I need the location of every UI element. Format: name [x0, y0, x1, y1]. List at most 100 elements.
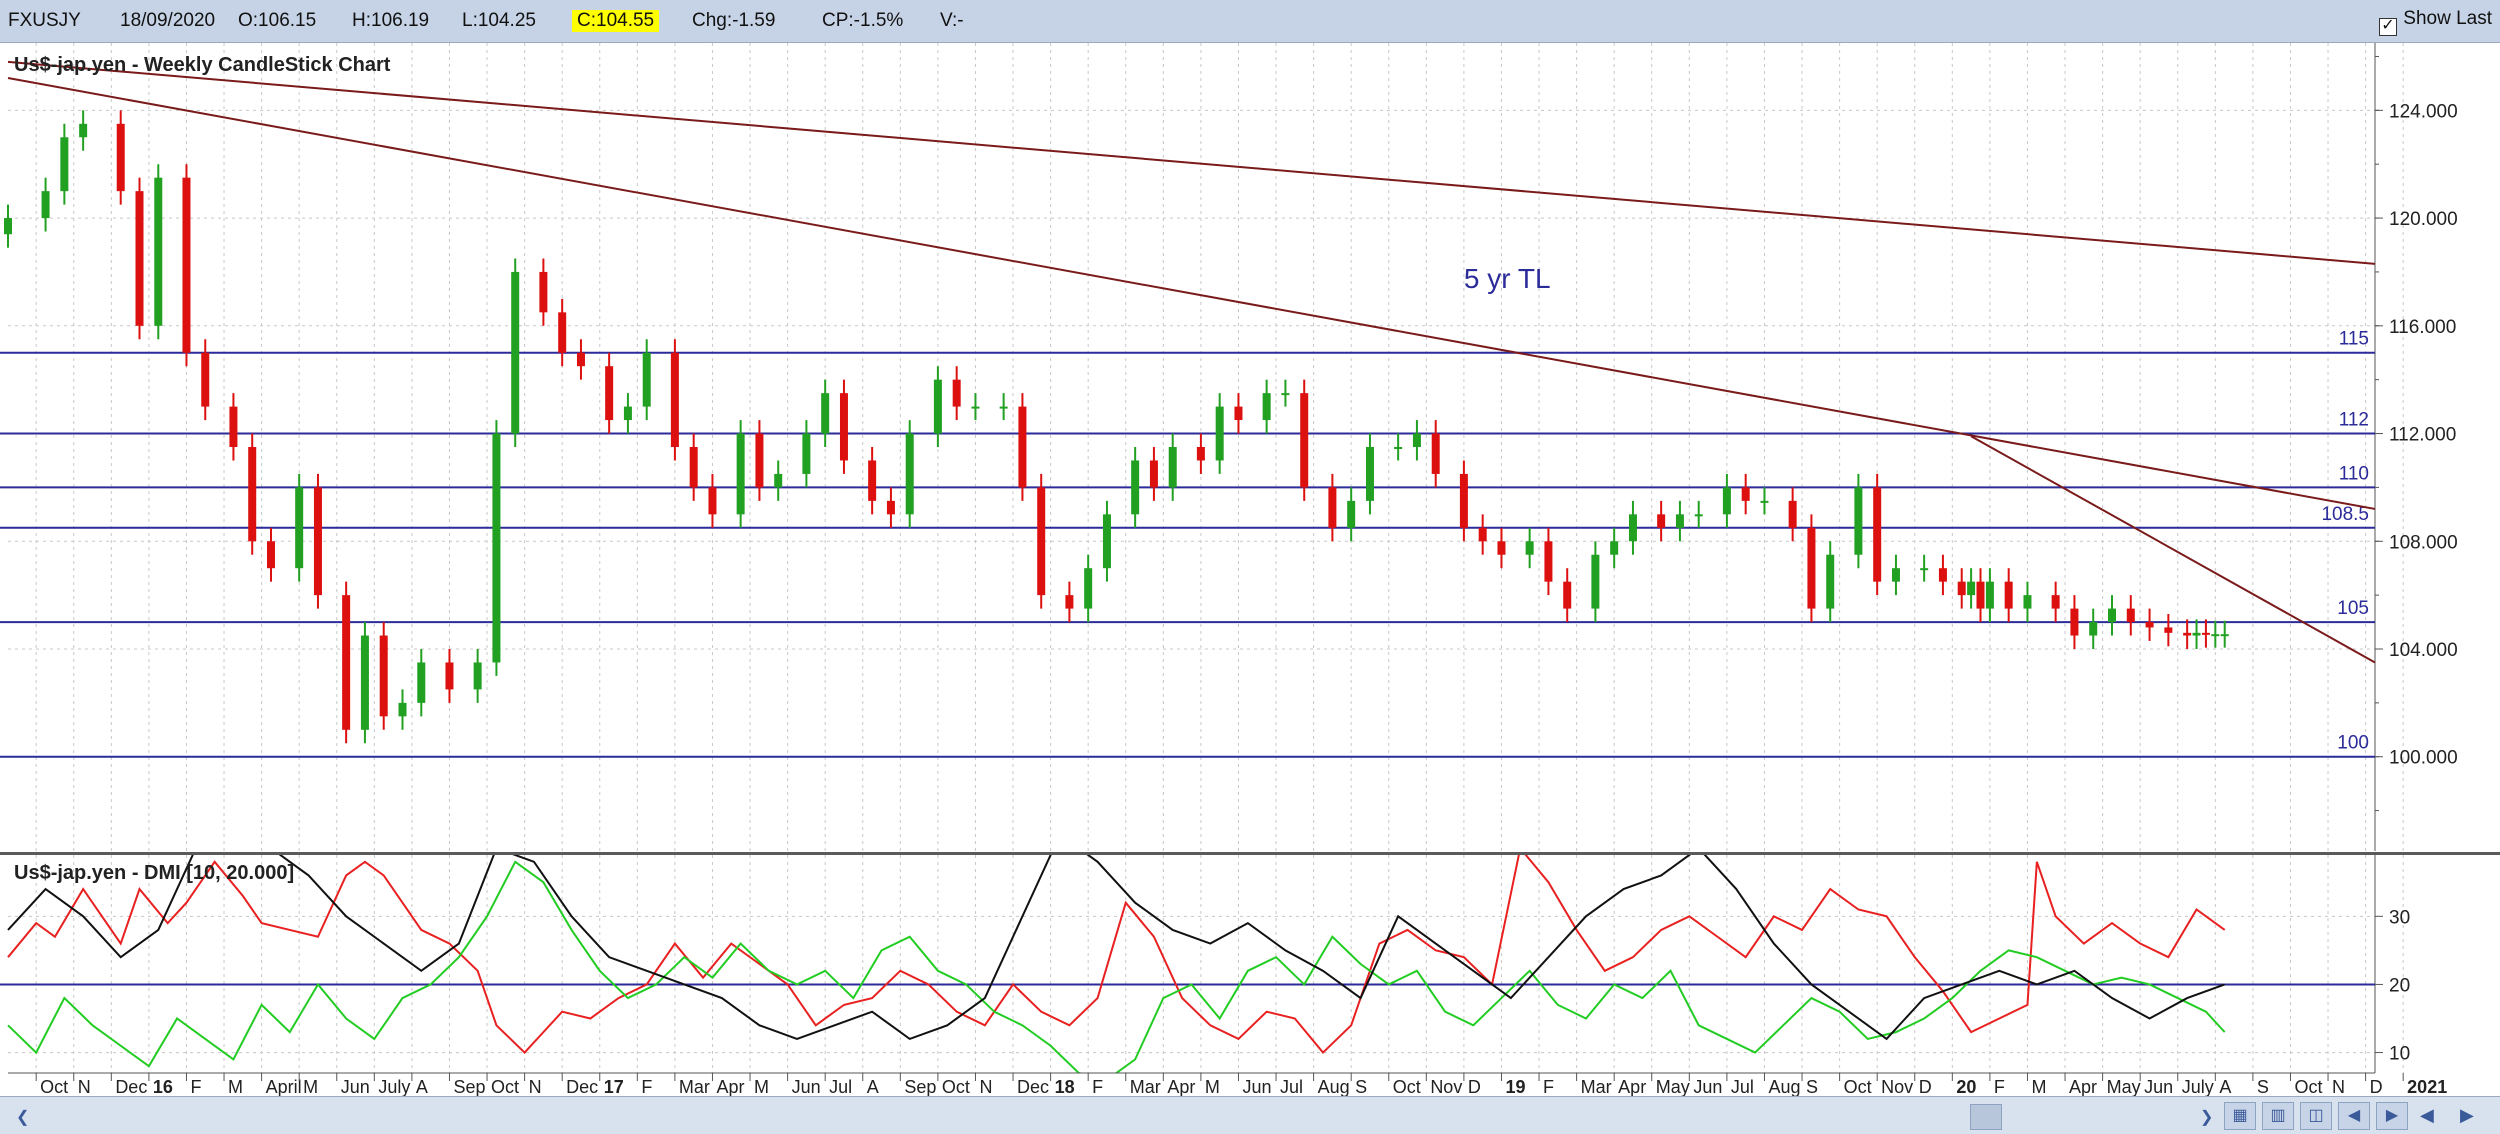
candle-body [1985, 581, 1994, 609]
candle-body [4, 218, 12, 235]
x-tick-label: A [867, 1077, 879, 1096]
candle-body [1168, 447, 1177, 488]
price-chart[interactable]: 124.000 120.000 116.000 112.000 108.000 104.0… [0, 43, 2500, 1096]
candle-body [1102, 514, 1111, 569]
panel-separator[interactable] [0, 852, 2500, 855]
x-tick-label: Oct [942, 1077, 970, 1096]
trendline [7, 60, 2376, 265]
candle-body [1788, 500, 1797, 528]
candle-body [2192, 632, 2201, 636]
candle-body [1328, 487, 1337, 528]
next-icon[interactable]: ▶ [2460, 1105, 2474, 1125]
level-label: 115 [2339, 329, 2369, 350]
candle-body [1300, 393, 1309, 488]
x-tick-label: S [1355, 1077, 1367, 1096]
trendline [7, 77, 2376, 510]
pan-left-icon[interactable]: ◀ [2338, 1102, 2370, 1130]
x-tick-label: Jun [2144, 1077, 2173, 1096]
x-tick-label: Oct [1393, 1077, 1421, 1096]
x-tick-label: 16 [153, 1077, 173, 1096]
x-tick-label: Sep [904, 1077, 936, 1096]
candle-body [868, 460, 877, 501]
candle-body [952, 379, 961, 407]
y-tick-label: 108.000 [2389, 532, 2458, 553]
chart-title: Us$-jap.yen - Weekly CandleStick Chart [14, 54, 391, 76]
candle-body [1037, 487, 1046, 596]
pan-right-icon[interactable]: ▶ [2376, 1102, 2408, 1130]
x-tick-label: N [529, 1077, 542, 1096]
prev-icon[interactable]: ◀ [2420, 1105, 2434, 1125]
x-tick-label: Apr [1167, 1077, 1195, 1096]
candle-body [1084, 568, 1093, 609]
candle-body [642, 352, 651, 407]
x-tick-label: A [416, 1077, 428, 1096]
dmi-title: Us$-jap.yen - DMI [10, 20.000] [14, 862, 294, 884]
scroll-right-icon[interactable]: ❯ [2200, 1109, 2214, 1126]
candle-body [473, 662, 482, 690]
close-value: C:104.55 [572, 10, 660, 32]
x-tick-label: Jun [1242, 1077, 1271, 1096]
candle-body [605, 366, 614, 421]
candle-body [886, 500, 895, 515]
candle-body [736, 433, 745, 515]
high-value: H:106.19 [352, 10, 430, 31]
save-icon[interactable]: ◫ [2300, 1102, 2332, 1130]
candle-body [1807, 527, 1816, 609]
scroll-thumb[interactable] [1970, 1104, 2002, 1130]
candle-body [2183, 632, 2192, 636]
candle-body [1826, 554, 1835, 609]
y-tick-label: 112.000 [2389, 425, 2456, 446]
x-tick-label: N [979, 1077, 992, 1096]
x-tick-label: Nov [1430, 1077, 1462, 1096]
x-tick-label: Apr [2069, 1077, 2097, 1096]
change-percent-value: CP:-1.5% [822, 10, 904, 31]
x-tick-label: D [2370, 1077, 2383, 1096]
x-tick-label: F [641, 1077, 652, 1096]
candle-body [2126, 608, 2135, 623]
x-tick-label: F [1543, 1077, 1554, 1096]
candle-body [755, 433, 764, 488]
candle-body [267, 541, 275, 569]
candle-body [1675, 514, 1684, 528]
x-tick-label: Jun [1693, 1077, 1722, 1096]
candle-body [2089, 622, 2098, 636]
scrollbar[interactable]: ❮ ❯ ▦ ▥ ◫ ◀ ▶ ◀ ▶ [0, 1096, 2500, 1134]
candle-body [60, 137, 69, 192]
x-tick-label: Jun [341, 1077, 370, 1096]
candle-body [1938, 568, 1947, 582]
x-tick-label: Mar [1130, 1077, 1161, 1096]
low-value: L:104.25 [462, 10, 536, 31]
x-tick-label: Aug [1768, 1077, 1800, 1096]
candle-body [154, 177, 163, 326]
candle-body [135, 191, 144, 326]
candle-body [821, 393, 830, 434]
candle-body [1657, 514, 1666, 528]
toolbar: FXUSJY 18/09/2020 O:106.15 H:106.19 L:10… [0, 0, 2500, 43]
open-value: O:106.15 [238, 10, 317, 31]
candle-body [2220, 634, 2229, 637]
dmi-series-line [7, 855, 2226, 1041]
x-tick-label: N [2332, 1077, 2345, 1096]
checkbox-icon[interactable] [2379, 15, 2398, 36]
candle-body [79, 123, 88, 138]
x-tick-label: N [78, 1077, 91, 1096]
dmi-y-tick-label: 30 [2389, 907, 2410, 928]
candle-body [398, 702, 407, 717]
candle-body [1281, 393, 1290, 396]
zoom-icon[interactable]: ▦ [2224, 1102, 2256, 1130]
x-tick-label: D [1919, 1077, 1932, 1096]
candle-body [379, 635, 388, 717]
show-last-checkbox[interactable]: Show Last [2379, 8, 2492, 36]
y-tick-label: 120.000 [2389, 209, 2458, 230]
trendline [1970, 435, 2376, 664]
candle-body [248, 447, 257, 542]
candle-body [708, 487, 717, 515]
x-tick-label: M [754, 1077, 769, 1096]
candle-body [1394, 447, 1403, 449]
candle-body [539, 271, 548, 313]
scroll-left-icon[interactable]: ❮ [16, 1109, 30, 1126]
candle-body [2145, 622, 2154, 628]
x-tick-label: July [378, 1077, 410, 1096]
zoom-out-icon[interactable]: ▥ [2262, 1102, 2294, 1130]
candle-body [1976, 581, 1985, 609]
